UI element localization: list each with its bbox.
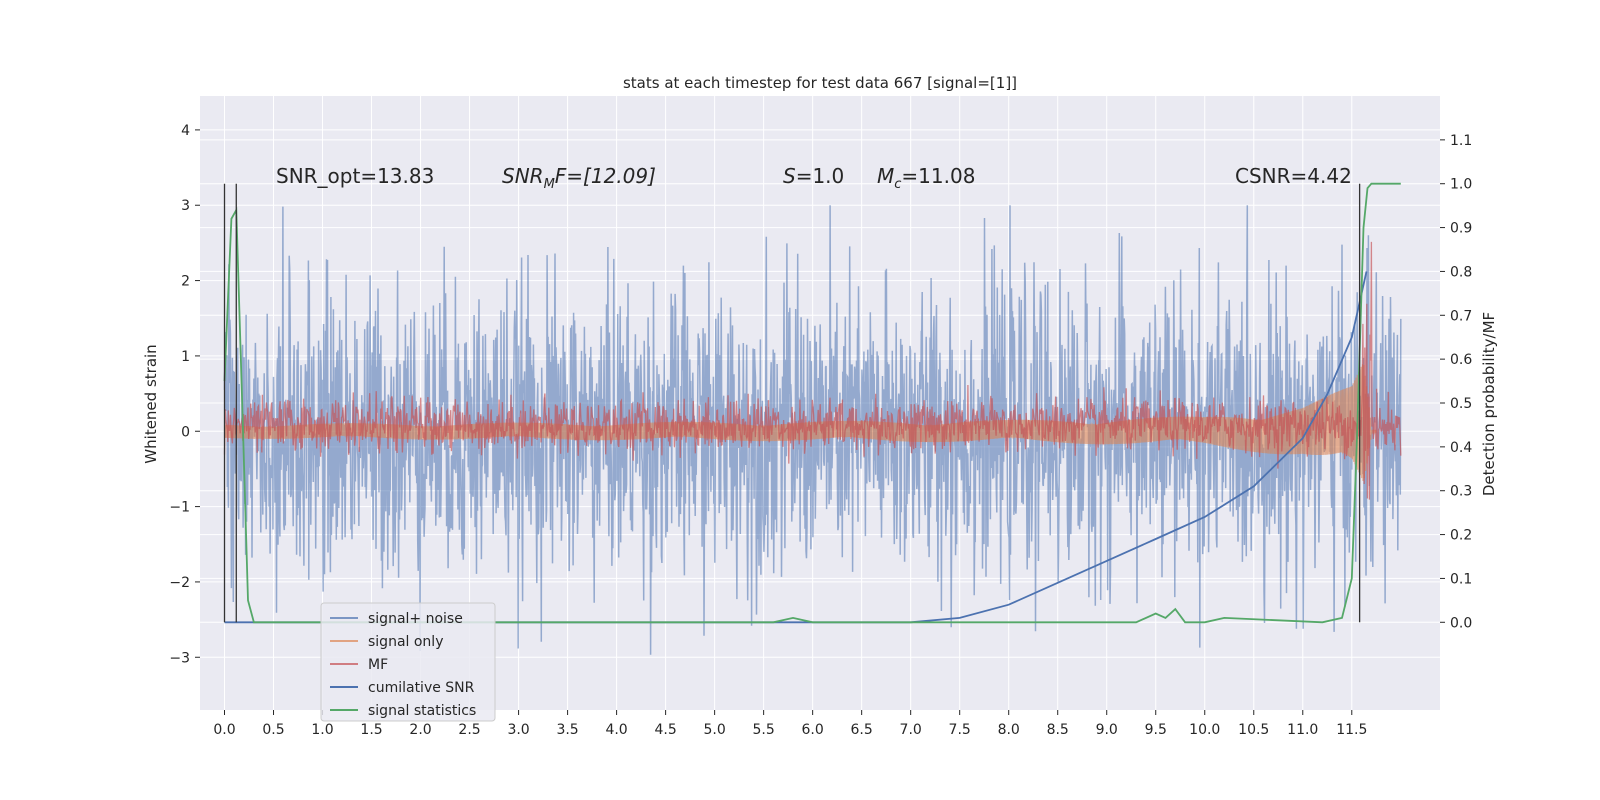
legend-box bbox=[320, 602, 496, 722]
y2-tick-label: 0.5 bbox=[1450, 396, 1472, 412]
y2-tick-label: 0.7 bbox=[1450, 308, 1472, 324]
csnr-annotation: CSNR=4.42 bbox=[1235, 164, 1352, 188]
x-tick-label: 1.0 bbox=[311, 722, 333, 738]
snr-mf-symbol: SNR bbox=[502, 164, 544, 188]
signal-statistics-line bbox=[223, 182, 1401, 624]
cumulative-snr-line bbox=[224, 271, 1368, 624]
x-tick-label: 9.0 bbox=[1096, 722, 1118, 738]
annotations: SNR_opt=13.83 SNRMF=[12.09] S=1.0 Mc=11.… bbox=[276, 164, 1352, 192]
mf-line bbox=[223, 241, 1402, 500]
x-tick-label: 0.5 bbox=[262, 722, 284, 738]
x-tick-label: 2.5 bbox=[458, 722, 480, 738]
x-tick-label: 7.5 bbox=[949, 722, 971, 738]
x-tick-label: 11.0 bbox=[1287, 722, 1318, 738]
snr-mf-value: F=[12.09] bbox=[555, 164, 656, 188]
s-value: =1.0 bbox=[796, 164, 845, 188]
x-tick-label: 4.5 bbox=[654, 722, 676, 738]
legend-label: signal+ noise bbox=[368, 611, 463, 627]
data-layer bbox=[223, 182, 1402, 655]
y-tick-label: −3 bbox=[169, 650, 190, 666]
x-tick-label: 5.5 bbox=[753, 722, 775, 738]
x-tick-label: 2.0 bbox=[409, 722, 431, 738]
legend-label: signal only bbox=[368, 634, 443, 650]
y2-tick-label: 0.1 bbox=[1450, 571, 1472, 587]
y2-tick-label: 0.3 bbox=[1450, 484, 1472, 500]
ticks: 0.0 0.5 1.0 1.5 2.0 2.5 3.0 3.5 4.0 4.5 5.0 5.5 6.0 6… bbox=[169, 123, 1472, 738]
y-tick-label: −1 bbox=[169, 500, 190, 516]
x-tick-label: 7.0 bbox=[900, 722, 922, 738]
y-tick-label: 3 bbox=[181, 198, 190, 214]
y2-tick-label: 0.9 bbox=[1450, 221, 1472, 237]
x-tick-label: 5.0 bbox=[703, 722, 725, 738]
s-symbol: S bbox=[783, 164, 796, 188]
legend: signal+ noise signal only MF cumilative SNR… bbox=[320, 602, 496, 722]
chart-title: stats at each timestep for test data 667… bbox=[623, 74, 1017, 92]
x-tick-label: 10.5 bbox=[1238, 722, 1269, 738]
x-tick-label: 6.0 bbox=[802, 722, 824, 738]
y2-tick-label: 0.2 bbox=[1450, 528, 1472, 544]
y2-tick-label: 0.4 bbox=[1450, 440, 1472, 456]
y2-axis-label: Detection probability/MF bbox=[1480, 312, 1498, 496]
mc-subscript: c bbox=[894, 177, 901, 192]
x-tick-label: 3.0 bbox=[507, 722, 529, 738]
snr-mf-annotation: SNRMF=[12.09] bbox=[502, 164, 656, 192]
y2-tick-label: 1.0 bbox=[1450, 177, 1472, 193]
y2-tick-label: 0.8 bbox=[1450, 264, 1472, 280]
y-tick-label: 1 bbox=[181, 349, 190, 365]
y2-tick-label: 0.0 bbox=[1450, 615, 1472, 631]
legend-label: cumilative SNR bbox=[368, 680, 475, 696]
x-tick-label: 11.5 bbox=[1336, 722, 1367, 738]
x-tick-label: 9.5 bbox=[1145, 722, 1167, 738]
x-tick-label: 8.0 bbox=[998, 722, 1020, 738]
mc-value: =11.08 bbox=[901, 164, 975, 188]
x-tick-label: 1.5 bbox=[360, 722, 382, 738]
snr-opt-annotation: SNR_opt=13.83 bbox=[276, 164, 434, 188]
x-tick-label: 4.0 bbox=[605, 722, 627, 738]
snr-mf-subscript: M bbox=[544, 177, 555, 192]
y-tick-label: 0 bbox=[181, 424, 190, 440]
y-tick-label: 4 bbox=[181, 123, 190, 139]
x-tick-label: 3.5 bbox=[556, 722, 578, 738]
y2-tick-label: 0.6 bbox=[1450, 352, 1472, 368]
x-tick-label: 6.5 bbox=[851, 722, 873, 738]
y-tick-label: 2 bbox=[181, 274, 190, 290]
mc-symbol: M bbox=[877, 164, 894, 188]
s-annotation: S=1.0 bbox=[783, 164, 844, 188]
y-axis-label: Whitened strain bbox=[142, 344, 160, 463]
x-tick-label: 8.5 bbox=[1047, 722, 1069, 738]
y-tick-label: −2 bbox=[169, 575, 190, 591]
legend-label: signal statistics bbox=[368, 703, 476, 719]
y2-tick-label: 1.1 bbox=[1450, 133, 1472, 149]
mc-annotation: Mc=11.08 bbox=[877, 164, 975, 192]
x-tick-label: 0.0 bbox=[213, 722, 235, 738]
x-tick-label: 10.0 bbox=[1189, 722, 1220, 738]
legend-label: MF bbox=[368, 657, 388, 673]
